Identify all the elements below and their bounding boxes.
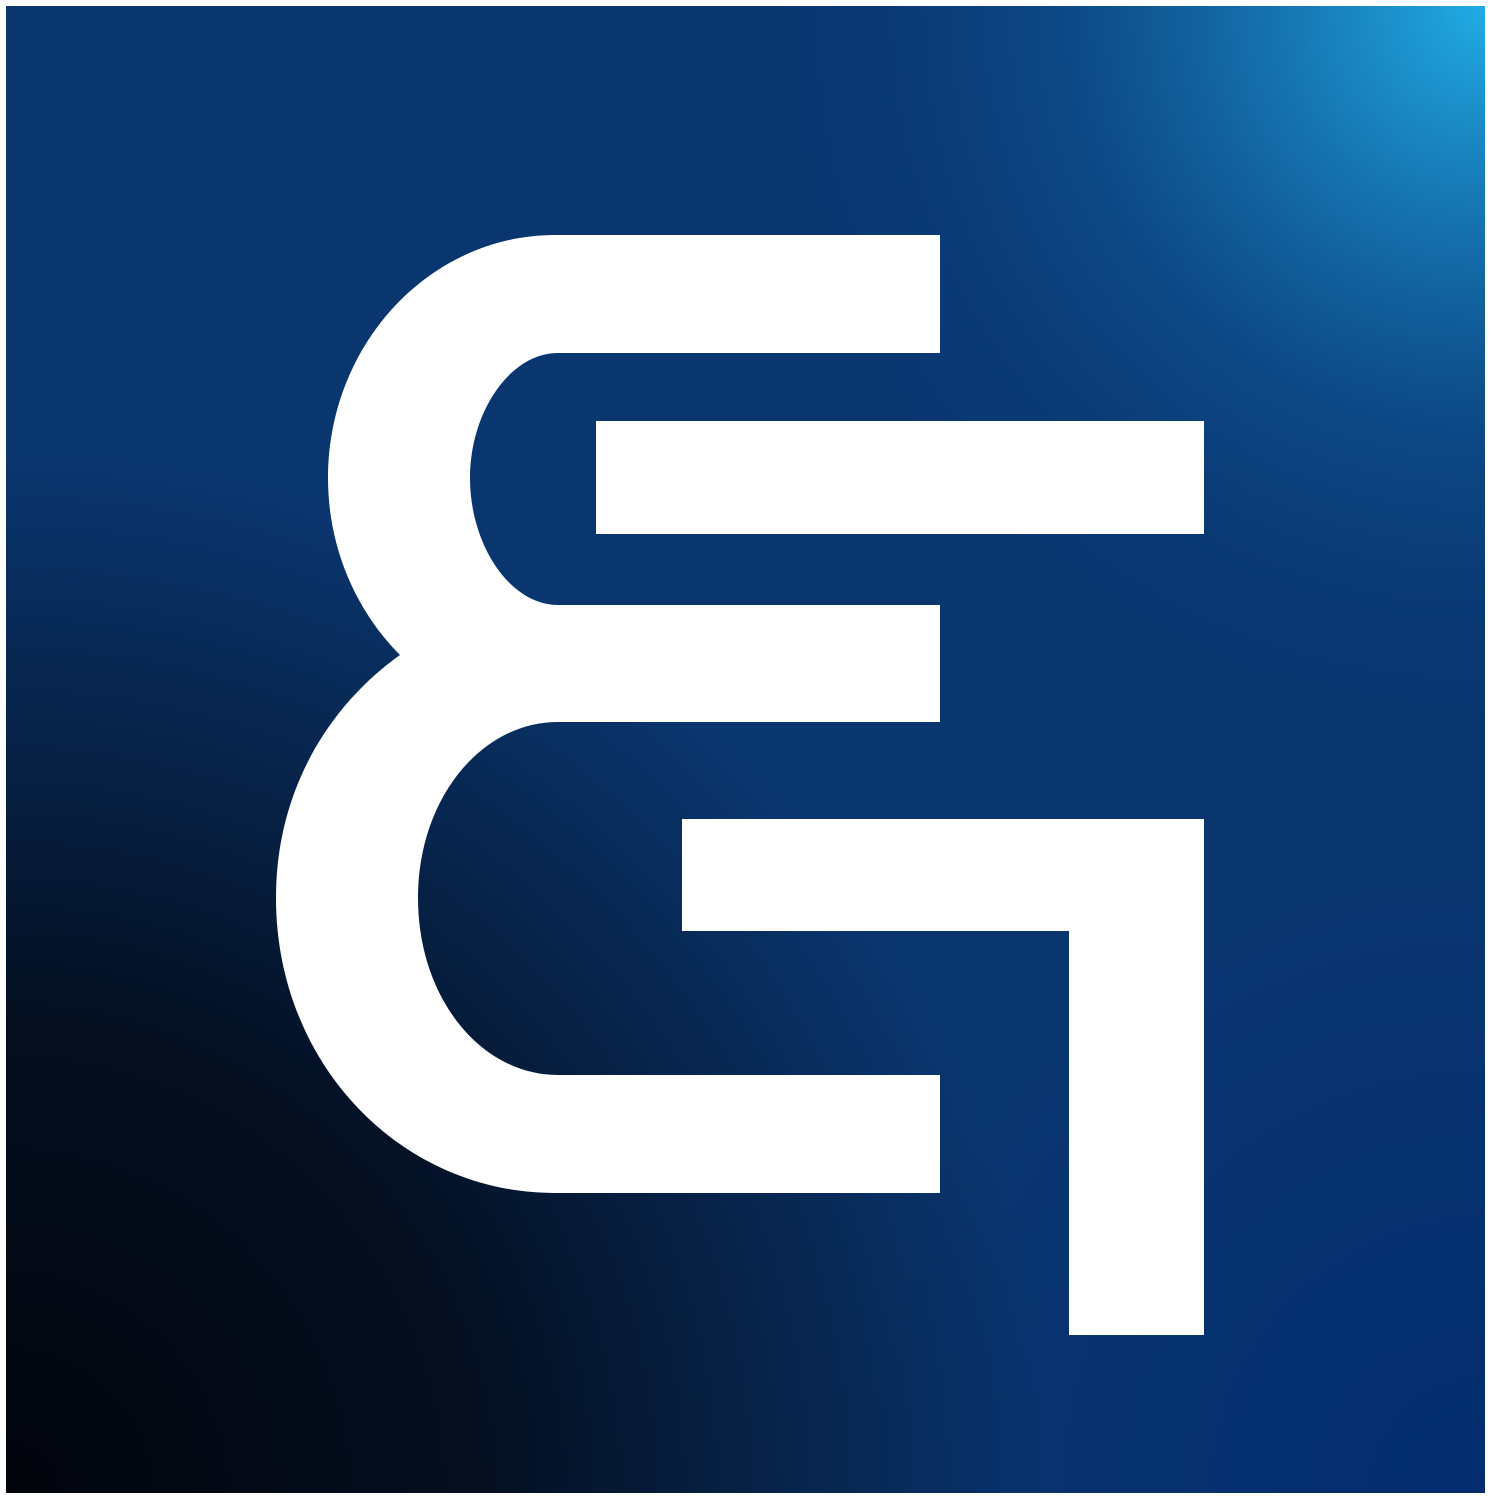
letter-e-middle-bar <box>596 421 1204 534</box>
logo-background <box>6 6 1485 1493</box>
numeral-seven-shape <box>682 819 1204 1335</box>
letter-e-shape <box>276 235 940 1193</box>
